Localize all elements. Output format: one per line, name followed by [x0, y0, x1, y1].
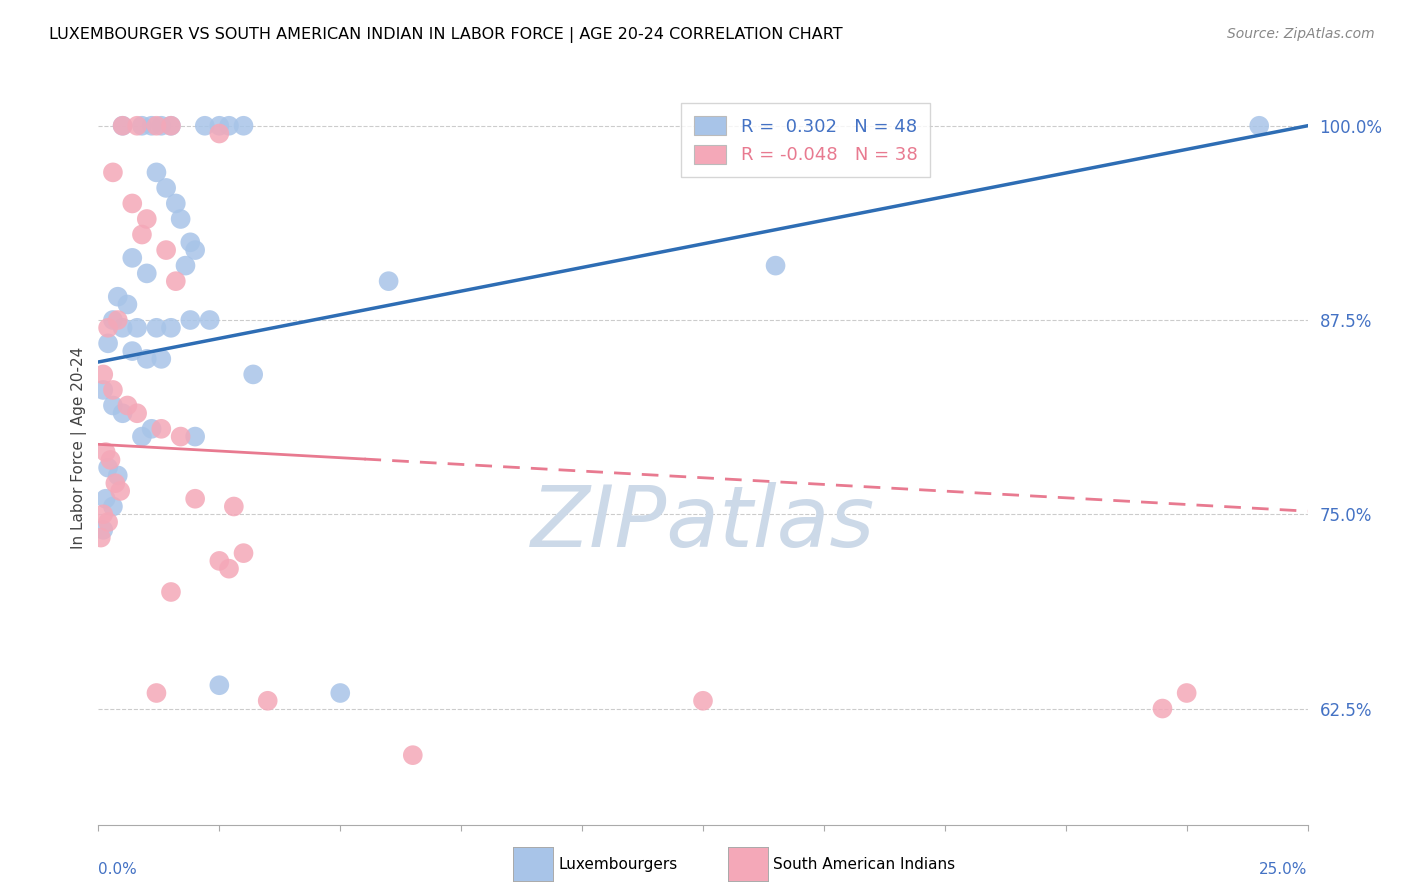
Point: [150, 422, 173, 436]
Point: [160, 119, 183, 133]
Point: [179, 313, 201, 327]
Point: [1175, 686, 1198, 700]
Text: Luxembourgers: Luxembourgers: [558, 857, 678, 871]
Point: [169, 212, 191, 227]
Text: 25.0%: 25.0%: [1260, 863, 1308, 877]
Point: [101, 383, 124, 397]
Point: [174, 259, 197, 273]
Point: [145, 320, 167, 334]
Point: [141, 422, 163, 436]
Point: [208, 678, 231, 692]
Point: [377, 274, 399, 288]
Text: 0.0%: 0.0%: [98, 863, 138, 877]
Point: [208, 119, 231, 133]
Point: [208, 554, 231, 568]
Point: [101, 313, 124, 327]
Text: Source: ZipAtlas.com: Source: ZipAtlas.com: [1227, 27, 1375, 41]
Point: [131, 227, 153, 242]
Point: [135, 351, 157, 366]
Point: [117, 297, 139, 311]
Point: [184, 429, 207, 443]
Point: [131, 119, 153, 133]
Point: [256, 694, 278, 708]
Text: LUXEMBOURGER VS SOUTH AMERICAN INDIAN IN LABOR FORCE | AGE 20-24 CORRELATION CHA: LUXEMBOURGER VS SOUTH AMERICAN INDIAN IN…: [49, 27, 842, 43]
Point: [121, 196, 143, 211]
Point: [150, 119, 173, 133]
Point: [218, 119, 240, 133]
Point: [222, 500, 245, 514]
Point: [127, 320, 149, 334]
Point: [135, 212, 157, 227]
Text: South American Indians: South American Indians: [773, 857, 956, 871]
Point: [94, 445, 117, 459]
Point: [111, 119, 134, 133]
Point: [208, 127, 231, 141]
Point: [111, 119, 134, 133]
Point: [218, 562, 240, 576]
Point: [145, 165, 167, 179]
Point: [150, 351, 173, 366]
Point: [232, 546, 254, 560]
Point: [692, 694, 714, 708]
Point: [107, 468, 129, 483]
Point: [121, 344, 143, 359]
Point: [160, 585, 183, 599]
Point: [155, 243, 177, 257]
Point: [91, 523, 114, 537]
Point: [91, 368, 114, 382]
Point: [184, 243, 207, 257]
Point: [90, 531, 112, 545]
Point: [184, 491, 207, 506]
Point: [121, 251, 143, 265]
Point: [101, 500, 124, 514]
Point: [145, 686, 167, 700]
Point: [107, 313, 129, 327]
Point: [242, 368, 264, 382]
Point: [160, 119, 183, 133]
Point: [169, 429, 191, 443]
Point: [145, 119, 167, 133]
Point: [107, 290, 129, 304]
Point: [91, 383, 114, 397]
Point: [111, 406, 134, 420]
Legend: R =  0.302   N = 48, R = -0.048   N = 38: R = 0.302 N = 48, R = -0.048 N = 38: [682, 103, 931, 178]
Point: [127, 406, 149, 420]
Point: [94, 491, 117, 506]
Point: [329, 686, 352, 700]
Point: [155, 181, 177, 195]
Point: [91, 508, 114, 522]
Point: [127, 119, 149, 133]
Point: [111, 320, 134, 334]
Point: [100, 453, 122, 467]
Point: [165, 196, 187, 211]
Point: [101, 399, 124, 413]
Point: [160, 320, 183, 334]
Point: [131, 429, 153, 443]
Point: [108, 483, 131, 498]
Text: ZIPatlas: ZIPatlas: [531, 482, 875, 566]
Point: [765, 259, 787, 273]
Point: [1249, 119, 1271, 133]
Point: [141, 119, 163, 133]
Point: [198, 313, 221, 327]
Point: [402, 748, 425, 763]
Point: [1152, 701, 1174, 715]
Point: [117, 399, 139, 413]
Point: [194, 119, 217, 133]
Point: [97, 320, 120, 334]
Point: [179, 235, 201, 250]
Point: [97, 515, 120, 529]
Point: [97, 336, 120, 351]
Point: [165, 274, 187, 288]
Point: [101, 165, 124, 179]
Point: [104, 476, 127, 491]
Y-axis label: In Labor Force | Age 20-24: In Labor Force | Age 20-24: [72, 347, 87, 549]
Point: [232, 119, 254, 133]
Point: [135, 266, 157, 280]
Point: [97, 460, 120, 475]
